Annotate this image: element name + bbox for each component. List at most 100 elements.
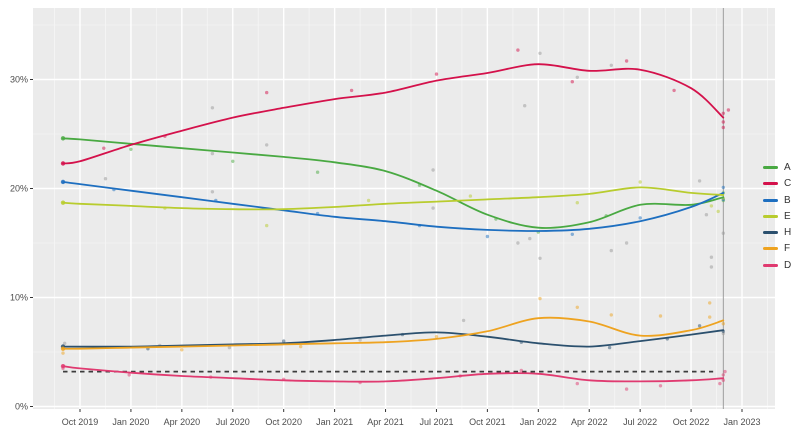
y-tick-label: 10%: [10, 293, 28, 303]
scatter-point-D: [723, 369, 727, 374]
scatter-point-gray: [704, 213, 709, 217]
scatter-point-E: [716, 209, 720, 214]
scatter-point-F: [658, 314, 663, 318]
scatter-point-gray: [609, 248, 613, 253]
scatter-point-D: [721, 373, 725, 377]
scatter-point-gray: [523, 104, 527, 108]
y-tick-label: 30%: [10, 75, 28, 85]
scatter-point-gray: [609, 63, 613, 67]
legend-label-B: B: [784, 194, 791, 206]
scatter-point-B: [570, 232, 574, 236]
legend-swatch-E: [763, 214, 778, 218]
scatter-point-F: [434, 335, 439, 339]
scatter-point-D: [658, 384, 663, 388]
scatter-point-gray: [227, 345, 232, 350]
trend-line-H: [62, 329, 725, 348]
x-tick-label: Oct 2020: [265, 417, 302, 427]
scatter-point-B: [485, 234, 490, 239]
x-tick-label: Apr 2021: [367, 417, 404, 427]
legend-item-F: F: [763, 242, 791, 255]
scatter-point-C: [102, 146, 106, 150]
scatter-point-gray: [210, 190, 215, 194]
scatter-point-F: [575, 305, 579, 309]
scatter-point-C: [721, 120, 725, 124]
scatter-point-H: [607, 345, 612, 350]
scatter-point-gray: [709, 265, 714, 269]
scatter-point-gray: [210, 151, 215, 156]
x-tick-label: Oct 2019: [62, 417, 99, 427]
scatter-point-gray: [575, 75, 579, 80]
legend-swatch-B: [763, 198, 778, 202]
trend-line-F: [62, 316, 725, 350]
scatter-point-C: [624, 59, 629, 63]
scatter-point-D: [575, 381, 579, 386]
scatter-point-gray: [461, 318, 466, 323]
x-tick-label: Jan 2023: [723, 417, 760, 427]
legend-swatch-A: [763, 166, 778, 169]
scatter-point-D: [624, 387, 629, 391]
scatter-point-A: [231, 159, 235, 163]
scatter-point-H: [282, 339, 286, 343]
scatter-point-gray: [265, 143, 269, 147]
scatter-point-gray: [528, 236, 532, 241]
x-tick-label: Jul 2022: [623, 417, 657, 427]
scatter-point-F: [61, 351, 65, 355]
scatter-point-gray: [709, 255, 714, 259]
scatter-point-E: [366, 198, 371, 203]
legend-item-E: E: [763, 210, 791, 223]
legend-label-F: F: [784, 243, 791, 255]
scatter-point-gray: [431, 168, 435, 172]
scatter-point-C: [516, 48, 520, 52]
legend-label-D: D: [784, 259, 792, 271]
scatter-point-F: [299, 344, 303, 349]
scatter-point-F: [609, 313, 613, 317]
trend-start-marker-F: [60, 346, 66, 351]
x-tick-label: Jul 2021: [419, 417, 453, 427]
x-tick-label: Apr 2020: [164, 417, 201, 427]
trend-line-D: [62, 365, 725, 383]
legend-item-A: A: [763, 161, 791, 174]
x-tick-label: Jan 2022: [520, 417, 557, 427]
scatter-point-C: [434, 72, 439, 76]
x-tick-label: Oct 2021: [469, 417, 506, 427]
scatter-point-gray: [538, 256, 542, 260]
x-tick-label: Jul 2020: [216, 417, 250, 427]
legend-swatch-H: [763, 231, 778, 235]
legend-item-C: C: [763, 177, 791, 190]
scatter-point-C: [721, 125, 725, 130]
scatter-point-C: [349, 88, 354, 93]
scatter-point-C: [721, 111, 725, 116]
scatter-point-gray: [210, 106, 215, 110]
x-tick-label: Apr 2022: [571, 417, 608, 427]
scatter-point-gray: [62, 341, 67, 345]
trend-start-marker-A: [60, 136, 66, 141]
legend-swatch-F: [763, 247, 778, 251]
scatter-point-gray: [721, 231, 725, 235]
scatter-point-D: [127, 373, 131, 377]
scatter-point-gray: [538, 51, 542, 55]
scatter-point-E: [709, 204, 714, 208]
scatter-point-E: [468, 194, 473, 198]
scatter-point-F: [708, 315, 712, 319]
trend-start-marker-B: [60, 179, 66, 185]
scatter-point-F: [538, 296, 542, 301]
scatter-point-gray: [103, 177, 108, 181]
scatter-point-gray: [624, 241, 629, 245]
scatter-point-E: [575, 201, 579, 205]
scatter-point-gray: [516, 241, 520, 245]
x-tick-label: Oct 2022: [673, 417, 710, 427]
scatter-point-A: [129, 147, 133, 151]
scatter-point-C: [726, 108, 731, 112]
scatter-point-A: [315, 170, 320, 174]
legend-item-D: D: [763, 259, 791, 272]
scatter-point-gray: [431, 206, 435, 210]
plot-panel: [33, 8, 775, 409]
legend-item-H: H: [763, 226, 791, 239]
scatter-point-F: [721, 322, 725, 326]
scatter-point-B: [721, 185, 725, 190]
scatter-point-C: [570, 80, 574, 84]
trend-line-C: [62, 63, 725, 165]
trend-start-marker-E: [60, 200, 66, 205]
scatter-point-C: [672, 88, 676, 93]
